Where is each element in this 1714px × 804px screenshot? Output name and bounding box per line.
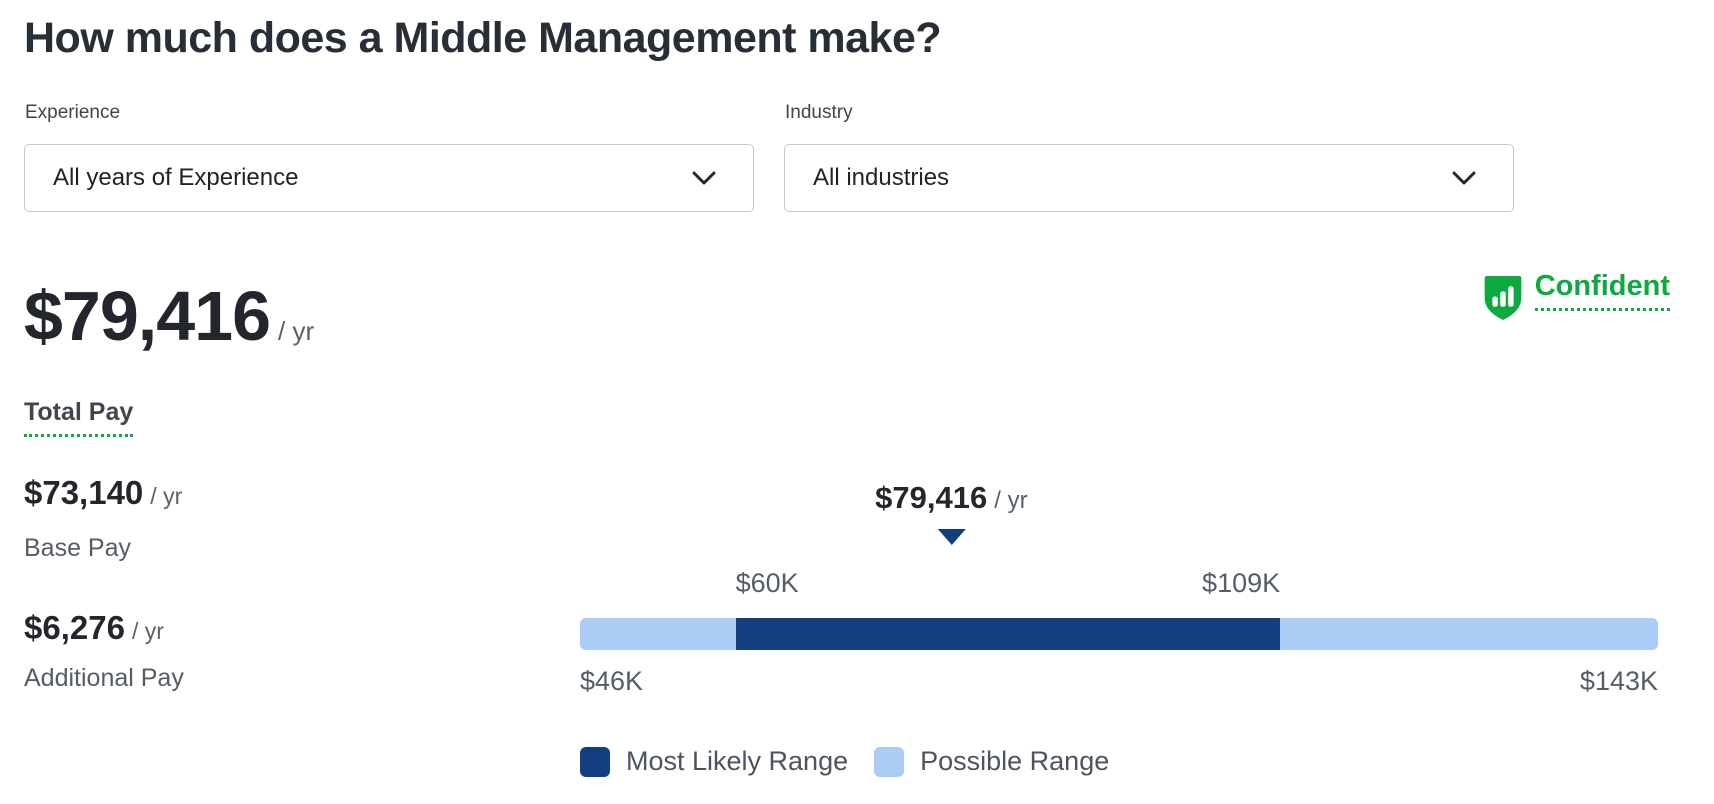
additional-pay-amount-row: $6,276 / yr [24,609,164,647]
additional-pay-suffix: / yr [131,618,164,644]
likely-min-tick: $60K [735,568,799,598]
chart-legend: Most Likely Range Possible Range [580,746,1109,777]
salary-marker-amount: $79,416 [875,480,988,515]
salary-marker-suffix: / yr [994,487,1028,514]
shield-bar-chart-icon [1481,274,1525,322]
chevron-down-icon [1451,170,1477,186]
base-pay-label: Base Pay [24,534,132,562]
additional-pay-label: Additional Pay [24,664,184,692]
industry-dropdown-value: All industries [813,164,950,191]
confidence-badge[interactable]: Confident [1481,270,1670,322]
possible-range-bar [580,618,1658,650]
salary-marker-text: $79,416 / yr [875,480,1027,516]
total-pay-tooltip-link[interactable]: Total Pay [24,398,134,437]
experience-filter-label: Experience [25,102,121,123]
legend-item-possible: Possible Range [874,746,1109,777]
page-title: How much does a Middle Management make? [24,14,942,62]
additional-pay-amount: $6,276 [24,609,125,646]
base-pay-amount-row: $73,140 / yr [24,474,182,512]
range-max-label: $143K [1579,666,1658,696]
experience-dropdown[interactable]: All years of Experience [24,144,754,212]
industry-filter-label: Industry [785,102,853,123]
most-likely-segment [735,618,1281,650]
range-min-max-labels: $46K $143K [580,666,1658,697]
total-pay-suffix: / yr [278,316,315,346]
possible-legend-label: Possible Range [920,746,1110,776]
chevron-down-icon [691,170,717,186]
salary-marker: $79,416 / yr [875,480,1028,545]
possible-swatch-icon [874,746,905,777]
range-min-label: $46K [580,666,644,696]
likely-range-tick-labels: $60K $109K [736,568,1281,599]
experience-dropdown-value: All years of Experience [53,164,299,191]
salary-range-chart: $79,416 / yr $60K $109K $46K $143K Most … [580,440,1658,804]
likely-max-tick: $109K [1202,568,1281,598]
total-pay-amount-row: $79,416 / yr [24,276,314,356]
confidence-badge-label: Confident [1534,270,1670,311]
base-pay-amount: $73,140 [24,474,144,511]
base-pay-suffix: / yr [150,483,183,509]
industry-dropdown[interactable]: All industries [784,144,1514,212]
most-likely-legend-label: Most Likely Range [626,746,849,776]
total-pay-amount: $79,416 [24,277,271,355]
most-likely-swatch-icon [580,746,610,777]
legend-item-most-likely: Most Likely Range [580,746,848,777]
marker-triangle-icon [937,529,966,545]
